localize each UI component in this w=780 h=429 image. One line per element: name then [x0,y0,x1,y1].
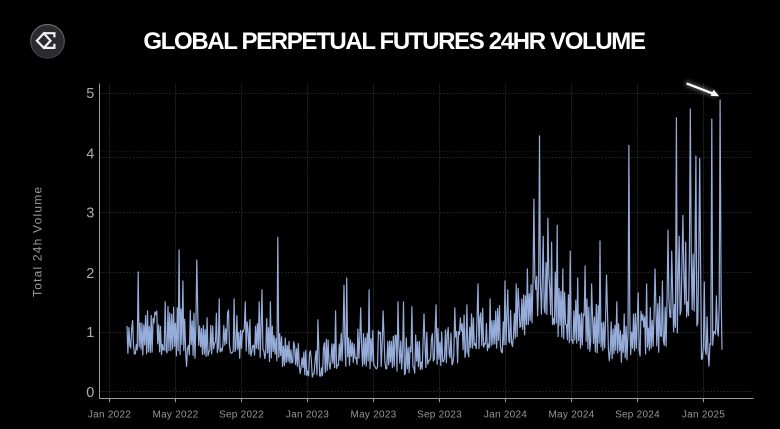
svg-text:1: 1 [86,325,94,341]
svg-text:0: 0 [86,385,94,401]
svg-text:Sep 2023: Sep 2023 [417,410,462,421]
svg-text:May 2022: May 2022 [153,410,199,421]
svg-text:2: 2 [86,266,94,282]
svg-text:May 2024: May 2024 [549,410,595,421]
svg-text:May 2023: May 2023 [351,410,397,421]
svg-text:Sep 2022: Sep 2022 [219,410,264,421]
svg-text:Total 24h Volume: Total 24h Volume [31,186,45,297]
svg-text:3: 3 [86,206,94,222]
svg-text:Jan 2023: Jan 2023 [286,410,329,421]
svg-text:Jan 2025: Jan 2025 [682,410,725,421]
svg-text:5: 5 [86,86,94,102]
svg-text:Jan 2024: Jan 2024 [484,410,527,421]
svg-text:Sep 2024: Sep 2024 [615,410,660,421]
svg-text:Jan 2022: Jan 2022 [88,410,131,421]
svg-text:4: 4 [86,147,94,163]
